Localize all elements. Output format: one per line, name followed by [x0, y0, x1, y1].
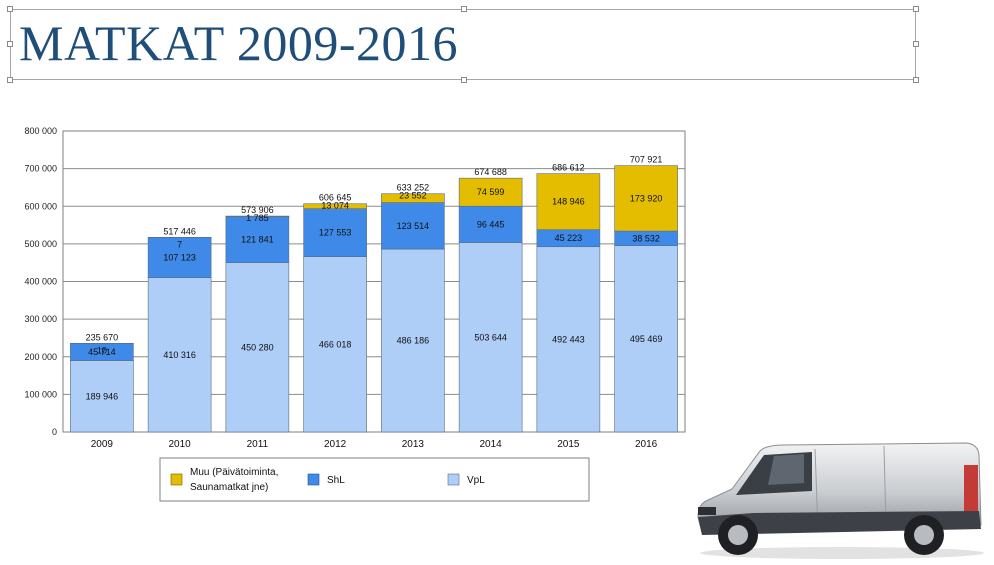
y-tick-label: 600 000: [24, 201, 57, 211]
legend-swatch-shl: [307, 473, 320, 486]
data-label-vpl: 503 644: [474, 332, 507, 342]
data-label-shl: 121 841: [241, 235, 274, 245]
data-label-muu: 74 599: [477, 187, 505, 197]
data-label-vpl: 486 186: [397, 336, 430, 346]
resize-handle-bl[interactable]: [7, 77, 13, 83]
y-tick-label: 0: [52, 427, 57, 437]
bar-segment-muu: [614, 165, 678, 232]
resize-handle-ml[interactable]: [7, 41, 13, 47]
bar-segment-shl: [147, 237, 212, 278]
total-label: 707 921: [630, 155, 663, 165]
legend-swatch-muu: [170, 473, 183, 486]
total-label: 686 612: [552, 163, 585, 173]
data-label-shl: 38 532: [632, 233, 660, 243]
bar-segment-vpl: [458, 242, 523, 433]
data-label-vpl: 495 469: [630, 334, 663, 344]
data-label-muu: 23 552: [399, 191, 427, 201]
x-tick-label: 2014: [480, 439, 503, 450]
y-tick-label: 400 000: [24, 277, 57, 287]
data-label-vpl: 189 946: [86, 391, 119, 401]
legend-swatch-vpl: [447, 473, 460, 486]
y-tick-label: 800 000: [24, 126, 57, 136]
x-tick-label: 2015: [557, 439, 580, 450]
bar-segment-shl: [225, 216, 290, 263]
x-tick-label: 2012: [324, 439, 347, 450]
resize-handle-br[interactable]: [913, 77, 919, 83]
total-label: 573 906: [241, 205, 274, 215]
legend-label-vpl: VpL: [467, 475, 485, 486]
total-label: 674 688: [474, 167, 507, 177]
bar-segment-vpl: [381, 248, 445, 433]
bar-segment-vpl: [147, 277, 212, 433]
resize-handle-tl[interactable]: [7, 6, 13, 12]
total-label: 235 670: [86, 332, 119, 342]
y-tick-label: 200 000: [24, 352, 57, 362]
y-tick-label: 500 000: [24, 239, 57, 249]
data-label-muu: 13 074: [321, 201, 349, 211]
data-label-vpl: 466 018: [319, 339, 352, 349]
bar-segment-shl: [458, 205, 523, 243]
data-label-muu: 173 920: [630, 193, 663, 203]
data-label-shl: 123 514: [397, 221, 430, 231]
van-image: [697, 442, 984, 559]
legend-label-muu-line1: Muu (Päivätoiminta,: [190, 467, 278, 478]
data-label-muu: 148 946: [552, 197, 585, 207]
bar-segment-vpl: [536, 246, 601, 433]
y-tick-label: 100 000: [24, 389, 57, 399]
data-label-shl: 127 553: [319, 228, 352, 238]
bar-segment-vpl: [70, 360, 134, 433]
x-tick-label: 2009: [91, 439, 114, 450]
resize-handle-tr[interactable]: [913, 6, 919, 12]
data-label-vpl: 450 280: [241, 342, 274, 352]
total-label: 517 446: [163, 226, 196, 236]
data-label-muu: 7: [177, 239, 182, 249]
data-label-muu: 10: [97, 345, 107, 355]
bar-segment-muu: [536, 173, 601, 231]
data-label-shl: 45 223: [555, 233, 583, 243]
data-label-shl: 107 123: [163, 252, 196, 262]
bar-segment-vpl: [225, 262, 290, 433]
resize-handle-bc[interactable]: [461, 77, 467, 83]
bar-segment-shl: [303, 208, 367, 257]
bar-segment-muu: [381, 193, 445, 203]
data-label-muu: 1 785: [246, 213, 269, 223]
data-label-vpl: 410 316: [163, 350, 196, 360]
data-label-shl: 96 445: [477, 219, 505, 229]
legend-label-muu-line2: Saunamatkat jne): [190, 482, 268, 493]
resize-handle-mr[interactable]: [913, 41, 919, 47]
x-tick-label: 2016: [635, 439, 658, 450]
x-tick-label: 2011: [247, 439, 269, 450]
bar-segment-muu: [303, 203, 367, 209]
data-label-shl: 45 714: [88, 347, 116, 357]
stacked-bar-chart: 0 100 000 200 000 300 000 400 000 500 000 600 …: [24, 126, 686, 502]
x-tick-label: 2010: [169, 439, 192, 450]
legend-box: [159, 457, 590, 502]
bar-segment-shl: [381, 202, 445, 250]
total-label: 633 252: [397, 183, 430, 193]
bar-segment-muu: [225, 215, 290, 218]
x-tick-label: 2013: [402, 439, 425, 450]
slide-title: MATKAT 2009-2016: [19, 15, 459, 71]
bar-segment-vpl: [614, 245, 678, 433]
total-label: 606 645: [319, 193, 352, 203]
bar-segment-muu: [458, 177, 523, 207]
resize-handle-tc[interactable]: [461, 6, 467, 12]
bar-segment-vpl: [303, 256, 367, 433]
y-tick-label: 300 000: [24, 314, 57, 324]
legend-label-shl: ShL: [327, 475, 345, 486]
y-tick-label: 700 000: [24, 164, 57, 174]
data-label-vpl: 492 443: [552, 334, 585, 344]
